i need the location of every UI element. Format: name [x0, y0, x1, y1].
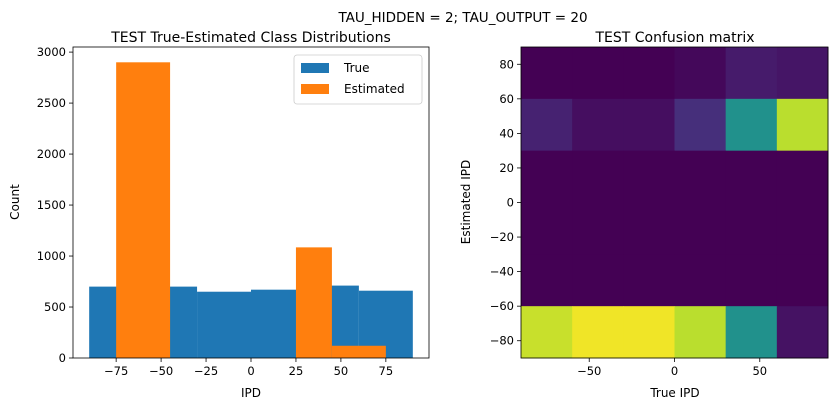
cm-y-tick-label: 60 — [499, 92, 514, 106]
hist-x-tick-label: −25 — [194, 364, 218, 378]
cm-cell-r5-c4 — [725, 306, 778, 359]
cm-cell-r3-c2 — [623, 202, 675, 255]
cm-y-tick-label: −20 — [490, 230, 514, 244]
cm-y-tick-label: 0 — [507, 196, 514, 210]
histogram-x-label: IPD — [241, 386, 261, 400]
cm-cell-r3-c4 — [725, 202, 778, 255]
cm-cell-r2-c4 — [725, 150, 778, 203]
cm-cell-r3-c1 — [572, 202, 624, 255]
cm-y-tick-label: −80 — [490, 334, 514, 348]
cm-y-tick-label: −40 — [490, 265, 514, 279]
cm-cell-r1-c3 — [674, 98, 727, 152]
cm-cell-r0-c5 — [776, 47, 829, 100]
cm-x-tick-label: −50 — [577, 364, 601, 378]
hist-y-tick-label: 3000 — [37, 45, 66, 59]
histogram-estimated-series — [116, 62, 386, 359]
cm-cell-r2-c2 — [623, 150, 675, 203]
cm-cell-r5-c3 — [674, 306, 727, 359]
cm-cell-r1-c4 — [725, 98, 778, 152]
cm-cell-r3-c5 — [776, 202, 829, 255]
cm-y-tick-label: 40 — [499, 126, 514, 140]
cm-cell-r4-c5 — [776, 254, 829, 307]
cm-cell-r1-c1 — [572, 98, 624, 152]
hist-bar-true-2 — [197, 291, 251, 358]
cm-cell-r1-c2 — [623, 98, 675, 152]
cm-cell-r4-c3 — [674, 254, 727, 307]
confusion-matrix-cells — [521, 47, 829, 359]
cm-cell-r0-c1 — [572, 47, 624, 100]
hist-y-tick-label: 500 — [44, 300, 66, 314]
cm-x-tick-label: 50 — [752, 364, 767, 378]
histogram-y-label: Count — [8, 184, 22, 220]
hist-x-tick-label: −75 — [104, 364, 128, 378]
figure-suptitle: TAU_HIDDEN = 2; TAU_OUTPUT = 20 — [337, 10, 587, 26]
legend-swatch-estimated — [301, 84, 329, 94]
cm-cell-r1-c5 — [776, 98, 829, 152]
hist-x-tick-label: 0 — [247, 364, 254, 378]
hist-x-tick-label: 50 — [334, 364, 349, 378]
cm-x-tick-label: 0 — [671, 364, 678, 378]
cm-cell-r4-c2 — [623, 254, 675, 307]
confusion-matrix-panel: TEST Confusion matrix −50 0 50 −80 −60 −40 −2… — [459, 30, 829, 400]
hist-y-tick-label: 1500 — [37, 198, 66, 212]
hist-y-tick-label: 1000 — [37, 249, 66, 263]
cm-cell-r5-c5 — [776, 306, 829, 359]
hist-y-tick-label: 2500 — [37, 96, 66, 110]
cm-cell-r4-c0 — [521, 254, 573, 307]
cm-y-tick-label: −60 — [490, 299, 514, 313]
legend-label-true: True — [343, 61, 370, 75]
confusion-matrix-y-label: Estimated IPD — [459, 160, 473, 244]
cm-cell-r0-c3 — [674, 47, 727, 100]
confusion-matrix-x-label: True IPD — [649, 386, 699, 400]
legend-swatch-true — [301, 63, 329, 73]
cm-cell-r5-c2 — [623, 306, 675, 359]
hist-x-tick-label: 75 — [379, 364, 394, 378]
histogram-title: TEST True-Estimated Class Distributions — [110, 30, 391, 46]
cm-cell-r1-c0 — [521, 98, 573, 152]
hist-bar-estimated-2 — [331, 345, 386, 358]
confusion-matrix-title: TEST Confusion matrix — [594, 30, 754, 46]
confusion-matrix-x-ticks: −50 0 50 — [577, 358, 767, 378]
cm-cell-r5-c1 — [572, 306, 624, 359]
histogram-panel: TEST True-Estimated Class Distributions … — [8, 30, 430, 400]
hist-x-tick-label: −50 — [149, 364, 173, 378]
cm-y-tick-label: 80 — [499, 57, 514, 71]
cm-cell-r5-c0 — [521, 306, 573, 359]
cm-cell-r4-c4 — [725, 254, 778, 307]
cm-cell-r3-c3 — [674, 202, 727, 255]
cm-cell-r2-c1 — [572, 150, 624, 203]
cm-cell-r0-c2 — [623, 47, 675, 100]
hist-bar-estimated-1 — [295, 247, 332, 358]
histogram-legend: True Estimated — [293, 54, 423, 105]
cm-cell-r3-c0 — [521, 202, 573, 255]
hist-x-tick-label: 25 — [289, 364, 304, 378]
hist-y-tick-label: 0 — [59, 351, 66, 365]
cm-cell-r4-c1 — [572, 254, 624, 307]
cm-cell-r2-c5 — [776, 150, 829, 203]
confusion-matrix-y-ticks: −80 −60 −40 −20 0 20 40 60 80 — [490, 57, 521, 348]
hist-y-tick-label: 2000 — [37, 147, 66, 161]
cm-cell-r2-c3 — [674, 150, 727, 203]
histogram-y-ticks: 0 500 1000 1500 2000 2500 3000 — [37, 45, 73, 365]
cm-cell-r0-c0 — [521, 47, 573, 100]
cm-y-tick-label: 20 — [499, 161, 514, 175]
legend-label-estimated: Estimated — [344, 82, 405, 96]
cm-cell-r0-c4 — [725, 47, 778, 100]
hist-bar-estimated-0 — [116, 62, 171, 359]
histogram-x-ticks: −75 −50 −25 0 25 50 75 — [104, 358, 393, 378]
cm-cell-r2-c0 — [521, 150, 573, 203]
